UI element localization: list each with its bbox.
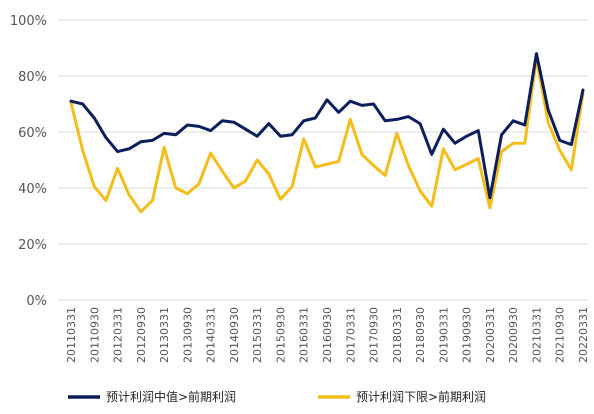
y-tick-label: 20% — [18, 238, 47, 253]
x-tick-label: 20190930 — [461, 307, 474, 363]
legend-label-lower: 预计利润下限>前期利润 — [356, 389, 486, 404]
x-tick-label: 20180930 — [414, 307, 427, 363]
y-tick-label: 40% — [18, 182, 47, 197]
x-tick-label: 20190331 — [437, 307, 450, 363]
series-line-0 — [69, 52, 585, 200]
legend: 预计利润中值>前期利润 预计利润下限>前期利润 — [68, 389, 486, 404]
x-tick-label: 20130331 — [158, 307, 171, 363]
y-tick-label: 80% — [18, 70, 47, 85]
x-tick-label: 20150930 — [274, 307, 287, 363]
x-tick-label: 20120930 — [135, 307, 148, 363]
gridlines — [58, 19, 588, 301]
legend-label-median: 预计利润中值>前期利润 — [106, 389, 236, 404]
x-tick-label: 20160930 — [321, 307, 334, 363]
x-tick-label: 20170930 — [368, 307, 381, 363]
x-tick-label: 20130930 — [181, 307, 194, 363]
x-tick-label: 20140331 — [205, 307, 218, 363]
series-line-1 — [69, 56, 585, 214]
y-axis-ticks: 0% 20% 40% 60% 80% 100% — [10, 14, 47, 309]
x-tick-label: 20110930 — [88, 307, 101, 363]
x-tick-label: 20170331 — [344, 307, 357, 363]
x-tick-label: 20200930 — [507, 307, 520, 363]
x-tick-label: 20110331 — [65, 307, 78, 363]
x-tick-label: 20200331 — [484, 307, 497, 363]
x-tick-label: 20140930 — [228, 307, 241, 363]
series-lines — [69, 52, 585, 214]
x-tick-label: 20120331 — [112, 307, 125, 363]
x-tick-label: 20180331 — [391, 307, 404, 363]
x-axis-ticks: 20110331 20110930 20120331 20120930 20130331… — [65, 307, 590, 363]
y-tick-label: 60% — [18, 126, 47, 141]
x-tick-label: 20210930 — [554, 307, 567, 363]
x-tick-label: 20160331 — [298, 307, 311, 363]
y-tick-label: 0% — [26, 294, 47, 309]
y-tick-label: 100% — [10, 14, 47, 29]
x-tick-label: 20210331 — [530, 307, 543, 363]
x-tick-label: 20150331 — [251, 307, 264, 363]
x-tick-label: 20220331 — [577, 307, 590, 363]
